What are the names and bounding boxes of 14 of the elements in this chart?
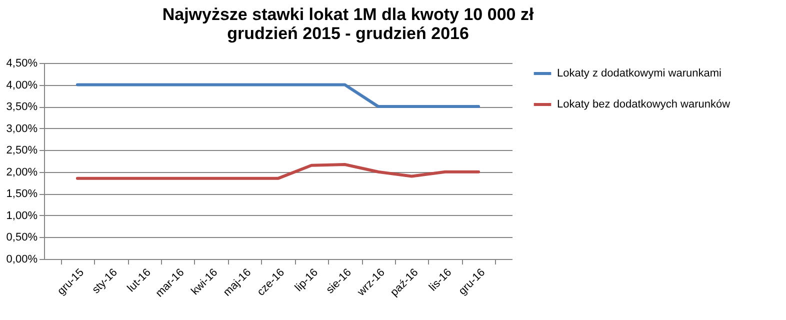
y-tick-label: 3,50% xyxy=(6,101,38,114)
y-tick-label: 1,50% xyxy=(6,188,38,200)
legend-label: Lokaty z dodatkowymi warunkami xyxy=(557,68,722,80)
y-tick-label: 0,50% xyxy=(6,232,38,244)
legend-label: Lokaty bez dodatkowych warunków xyxy=(557,98,730,110)
line-series xyxy=(76,162,480,180)
y-tick-label: 3,00% xyxy=(6,122,38,135)
y-tick-label: 1,00% xyxy=(6,210,38,222)
y-tick-label: 4,00% xyxy=(6,79,38,92)
y-tick-label: 2,50% xyxy=(6,144,38,157)
y-tick-label: 0,00% xyxy=(6,254,38,266)
chart-title: Najwyższe stawki lokat 1M dla kwoty 10 000 zł grudzień 2015 - grudzień 2016 xyxy=(162,5,534,43)
y-tick-label: 2,00% xyxy=(6,166,38,178)
y-tick-label: 4,50% xyxy=(6,58,38,70)
